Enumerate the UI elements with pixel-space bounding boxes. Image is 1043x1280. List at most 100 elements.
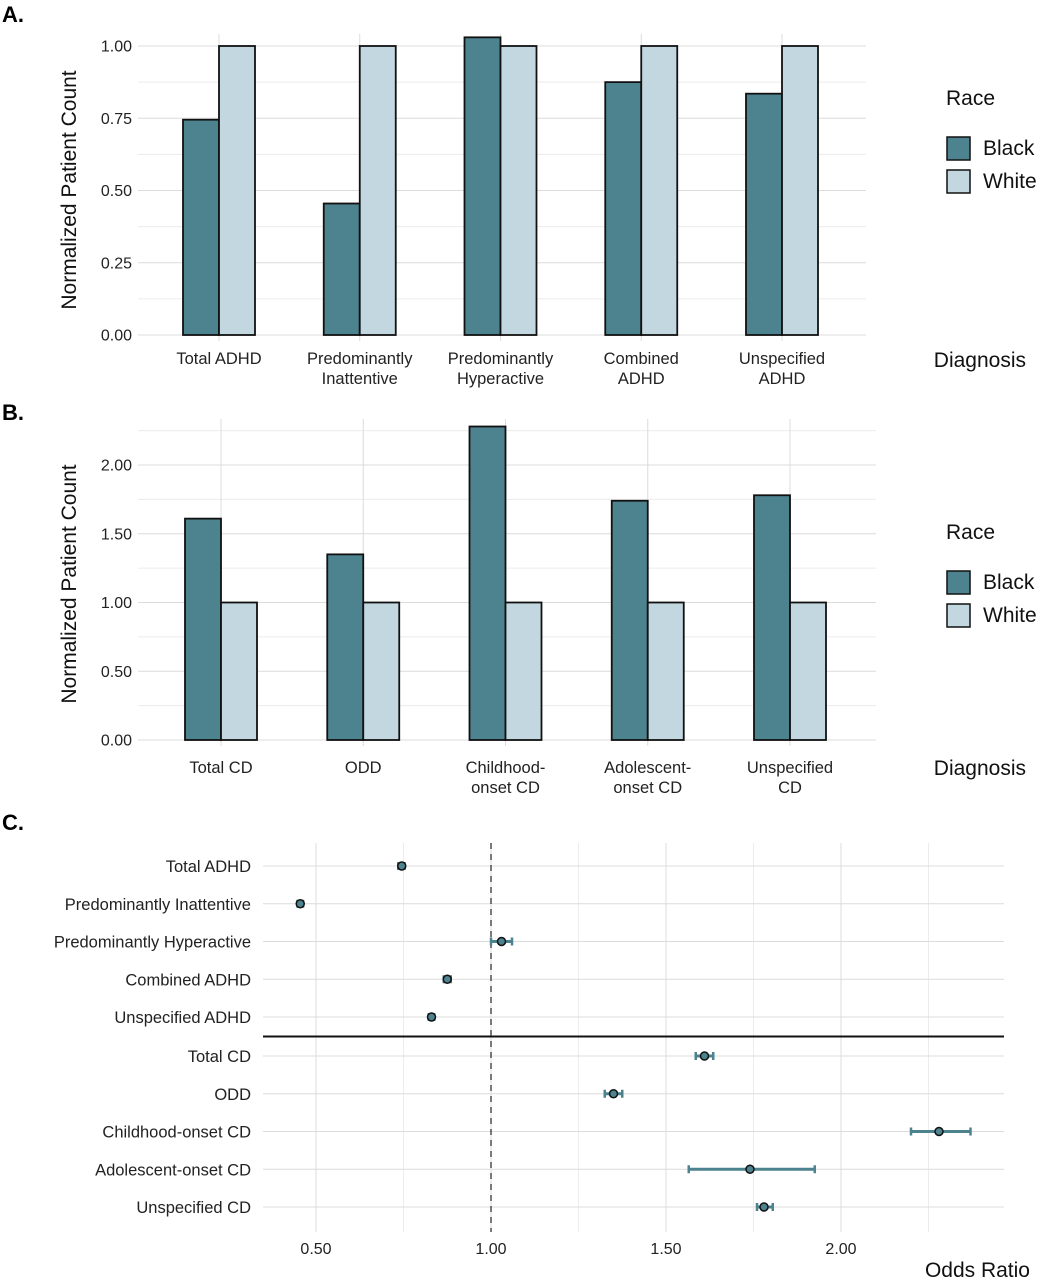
panelB-bar-black	[753, 494, 791, 741]
panelC-x-tick-label: 0.50	[300, 1241, 331, 1258]
panelB-y-tick-label: 0.50	[101, 664, 132, 681]
panelB-bar-white	[220, 601, 258, 741]
panelB-x-tick-label: ODD	[345, 759, 382, 777]
panelA-x-tick-label: Inattentive	[322, 370, 398, 388]
panelA-bar-white	[499, 45, 538, 336]
panelA-bar-black	[182, 118, 220, 336]
panelA-bar-black	[745, 92, 783, 336]
panel-a-x-ticks: Total ADHD Predominantly Inattentive Predom…	[176, 350, 825, 388]
panelC-point	[295, 899, 305, 909]
panelC-row-label: Adolescent-onset CD	[95, 1161, 251, 1179]
panelC-row-label: Childhood-onset CD	[102, 1124, 251, 1142]
panel-b-x-ticks: Total CD ODD Childhood-onset CD Adolescent-…	[189, 759, 833, 797]
panelC-x-tick-label: 1.50	[650, 1241, 681, 1258]
panelB-x-tick-label: Adolescent-	[604, 759, 691, 777]
panel-b-bars	[184, 425, 827, 741]
panelC-point	[397, 861, 407, 871]
panel-c-letter: C.	[2, 810, 24, 835]
panel-b-letter: B.	[2, 400, 24, 425]
panel-b-legend: Race Black White	[946, 521, 1037, 628]
panelA-x-tick-label: ADHD	[618, 370, 665, 388]
panelC-point	[745, 1164, 755, 1174]
panelB-x-tick-label: onset CD	[613, 779, 682, 797]
panel-c-forest-plot: C. Total ADHD Predominantly Inattentive Pr…	[2, 810, 1030, 1280]
panel-a-bar-chart: A. 0.00 0.25 0.50 0.75 1.00 Total ADHD Predom…	[2, 2, 1037, 388]
panelB-x-tick-label: Unspecified	[747, 759, 833, 777]
panelA-y-tick-label: 0.50	[101, 183, 132, 200]
panelB-x-tick-label: Childhood-	[466, 759, 546, 777]
panel-a-legend: Race Black White	[946, 87, 1037, 194]
panelC-row-label: Unspecified CD	[136, 1199, 251, 1217]
panelC-x-tick-label: 1.00	[475, 1241, 506, 1258]
panelA-bar-white	[358, 45, 397, 336]
panelA-x-tick-label: Predominantly	[448, 350, 554, 368]
panelA-bar-white	[640, 45, 679, 336]
panel-c-x-axis-title: Odds Ratio	[925, 1259, 1030, 1280]
panelB-bar-black	[468, 425, 507, 741]
panel-b-legend-swatch-black	[946, 570, 971, 595]
panelA-y-tick-label: 0.75	[101, 111, 132, 128]
panelB-bar-black	[184, 517, 222, 741]
panel-b-grid	[138, 419, 876, 746]
panel-a-legend-label-black: Black	[983, 137, 1035, 160]
panelC-row-label: Predominantly Hyperactive	[54, 934, 251, 952]
panel-b-legend-label-black: Black	[983, 571, 1035, 594]
panel-a-legend-swatch-black	[946, 136, 971, 161]
panelC-row-label: Combined ADHD	[125, 971, 251, 989]
panelC-row-label: Predominantly Inattentive	[65, 896, 251, 914]
panelA-x-tick-label: Predominantly	[307, 350, 413, 368]
panelB-y-tick-label: 1.50	[101, 526, 132, 543]
panelA-x-tick-label: Total ADHD	[176, 350, 261, 368]
panel-a-letter: A.	[2, 2, 24, 27]
panelA-x-tick-label: ADHD	[759, 370, 806, 388]
panel-b-y-axis-title: Normalized Patient Count	[58, 464, 81, 703]
panelA-x-tick-label: Unspecified	[739, 350, 825, 368]
panel-b-legend-swatch-white	[946, 603, 971, 628]
panel-c-grid	[263, 843, 1004, 1232]
panel-a-y-axis-title: Normalized Patient Count	[58, 70, 81, 309]
panelA-bar-white	[781, 45, 819, 336]
panelB-x-tick-label: CD	[778, 779, 802, 797]
panel-c-points	[295, 861, 972, 1212]
panelA-bar-black	[463, 36, 502, 336]
panelC-row-label: ODD	[214, 1086, 251, 1104]
panelB-y-tick-label: 0.00	[101, 733, 132, 750]
panel-c-x-ticks: 0.50 1.00 1.50 2.00	[300, 1241, 856, 1258]
panel-c-y-labels: Total ADHD Predominantly Inattentive Predo…	[54, 858, 251, 1217]
panelA-x-tick-label: Combined	[604, 350, 679, 368]
panelB-x-tick-label: Total CD	[189, 759, 252, 777]
panel-b-legend-label-white: White	[983, 604, 1037, 627]
panelB-bar-black	[610, 499, 649, 741]
panelA-x-tick-label: Hyperactive	[457, 370, 544, 388]
panelB-x-tick-label: onset CD	[471, 779, 540, 797]
panelB-bar-white	[504, 601, 543, 741]
panelA-bar-black	[604, 81, 643, 336]
panelC-point	[759, 1202, 769, 1212]
panelC-x-tick-label: 2.00	[825, 1241, 856, 1258]
panel-a-legend-title: Race	[946, 87, 995, 110]
panel-b-legend-title: Race	[946, 521, 995, 544]
panel-a-legend-label-white: White	[983, 170, 1037, 193]
panelC-point	[496, 936, 507, 947]
panelC-point	[426, 1012, 437, 1022]
panelB-bar-white	[646, 601, 685, 741]
panelA-bar-white	[218, 45, 256, 336]
panelC-point	[608, 1089, 619, 1099]
panelB-y-tick-label: 1.00	[101, 595, 132, 612]
panelA-y-tick-label: 0.25	[101, 255, 132, 272]
panelB-y-tick-label: 2.00	[101, 458, 132, 475]
panelC-point	[442, 974, 452, 984]
panelC-row-label: Unspecified ADHD	[114, 1009, 251, 1027]
panel-b-bar-chart: B. 0.00 0.50 1.00 1.50 2.00 Total CD ODD Child…	[2, 400, 1037, 797]
panel-a-y-ticks: 0.00 0.25 0.50 0.75 1.00	[101, 39, 132, 345]
panelC-point	[934, 1126, 944, 1137]
panel-a-legend-swatch-white	[946, 169, 971, 194]
panel-b-x-axis-title: Diagnosis	[934, 757, 1026, 780]
panelA-y-tick-label: 0.00	[101, 328, 132, 345]
panelB-bar-black	[326, 553, 365, 741]
panel-a-x-axis-title: Diagnosis	[934, 349, 1026, 372]
panel-b-y-ticks: 0.00 0.50 1.00 1.50 2.00	[101, 458, 132, 750]
panelA-bar-black	[322, 202, 361, 336]
panelC-point	[699, 1051, 710, 1061]
